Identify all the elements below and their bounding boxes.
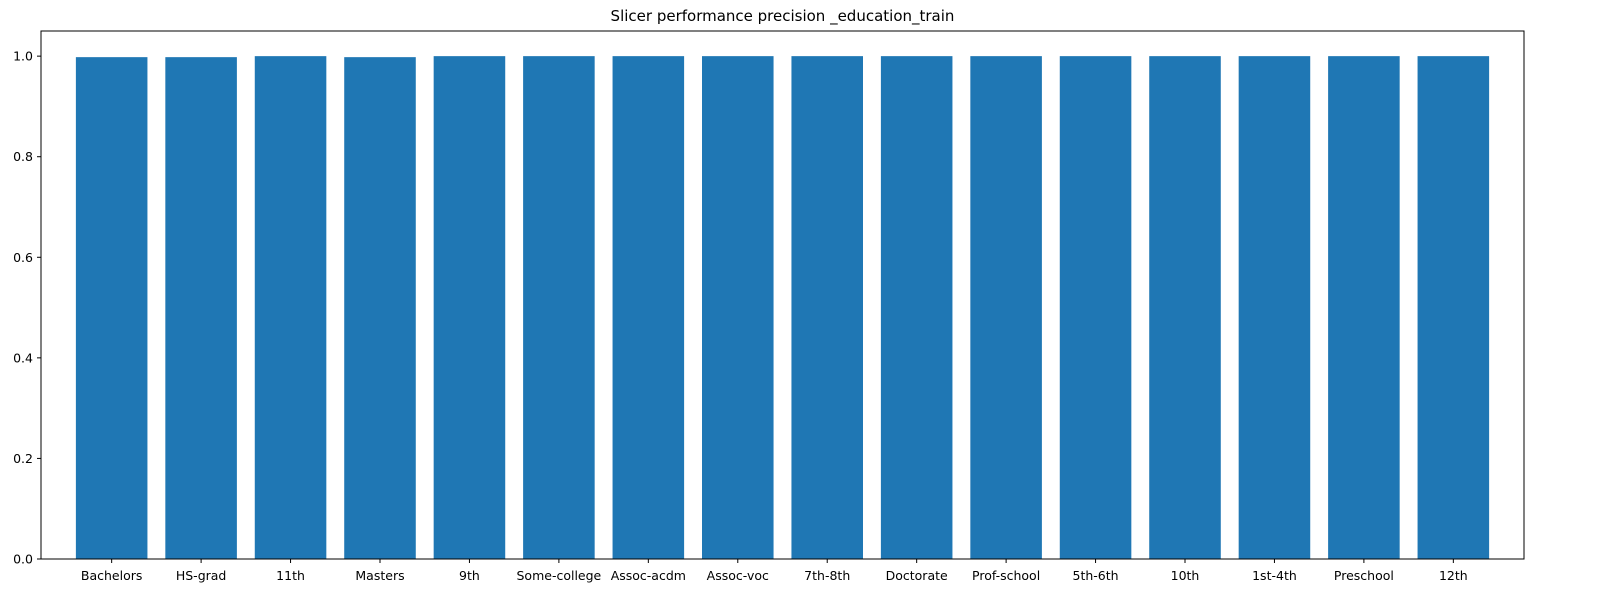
bar-assoc-acdm bbox=[612, 56, 685, 560]
bar-bachelors bbox=[75, 57, 148, 560]
x-tick-label: Assoc-acdm bbox=[611, 568, 686, 583]
bar-7th-8th bbox=[791, 56, 864, 560]
bar-10th bbox=[1149, 56, 1221, 560]
bar-masters bbox=[344, 57, 416, 560]
y-axis: 0.0 0.2 0.4 0.6 0.8 1.0 bbox=[13, 49, 41, 567]
x-tick-label: Bachelors bbox=[81, 568, 143, 583]
bar-prof-school bbox=[970, 56, 1042, 560]
y-tick-label: 0.2 bbox=[13, 451, 33, 466]
y-tick-label: 0.6 bbox=[13, 250, 33, 265]
x-tick-label: 12th bbox=[1439, 568, 1468, 583]
x-tick-label: Prof-school bbox=[972, 568, 1040, 583]
bar-some-college bbox=[523, 56, 595, 560]
x-tick-label: 10th bbox=[1171, 568, 1200, 583]
bar-11th bbox=[254, 56, 327, 560]
bar-preschool bbox=[1328, 56, 1400, 560]
x-tick-label: Preschool bbox=[1334, 568, 1394, 583]
y-tick-label: 0.4 bbox=[13, 350, 33, 365]
bar-1st-4th bbox=[1238, 56, 1311, 560]
x-tick-label: 5th-6th bbox=[1073, 568, 1119, 583]
x-axis: Bachelors HS-grad 11th Masters 9th Some-colle… bbox=[81, 559, 1468, 583]
x-tick-label: 9th bbox=[459, 568, 480, 583]
x-tick-label: 7th-8th bbox=[804, 568, 850, 583]
bar-assoc-voc bbox=[701, 56, 774, 560]
x-tick-label: 1st-4th bbox=[1252, 568, 1297, 583]
x-tick-label: HS-grad bbox=[176, 568, 227, 583]
bars-group bbox=[75, 56, 1490, 560]
x-tick-label: Assoc-voc bbox=[707, 568, 769, 583]
plot-frame bbox=[40, 30, 1525, 560]
bar-12th bbox=[1417, 56, 1490, 560]
y-tick-label: 1.0 bbox=[13, 49, 33, 64]
bar-5th-6th bbox=[1059, 56, 1132, 560]
x-tick-label: Some-college bbox=[517, 568, 602, 583]
x-tick-label: 11th bbox=[276, 568, 305, 583]
bar-hs-grad bbox=[165, 57, 237, 560]
y-tick-label: 0.8 bbox=[13, 149, 33, 164]
bar-doctorate bbox=[880, 56, 953, 560]
y-tick-label: 0.0 bbox=[13, 552, 33, 567]
x-tick-label: Masters bbox=[355, 568, 404, 583]
bar-9th bbox=[433, 56, 506, 560]
x-tick-label: Doctorate bbox=[886, 568, 948, 583]
chart-title: Slicer performance precision _education_… bbox=[611, 7, 955, 26]
